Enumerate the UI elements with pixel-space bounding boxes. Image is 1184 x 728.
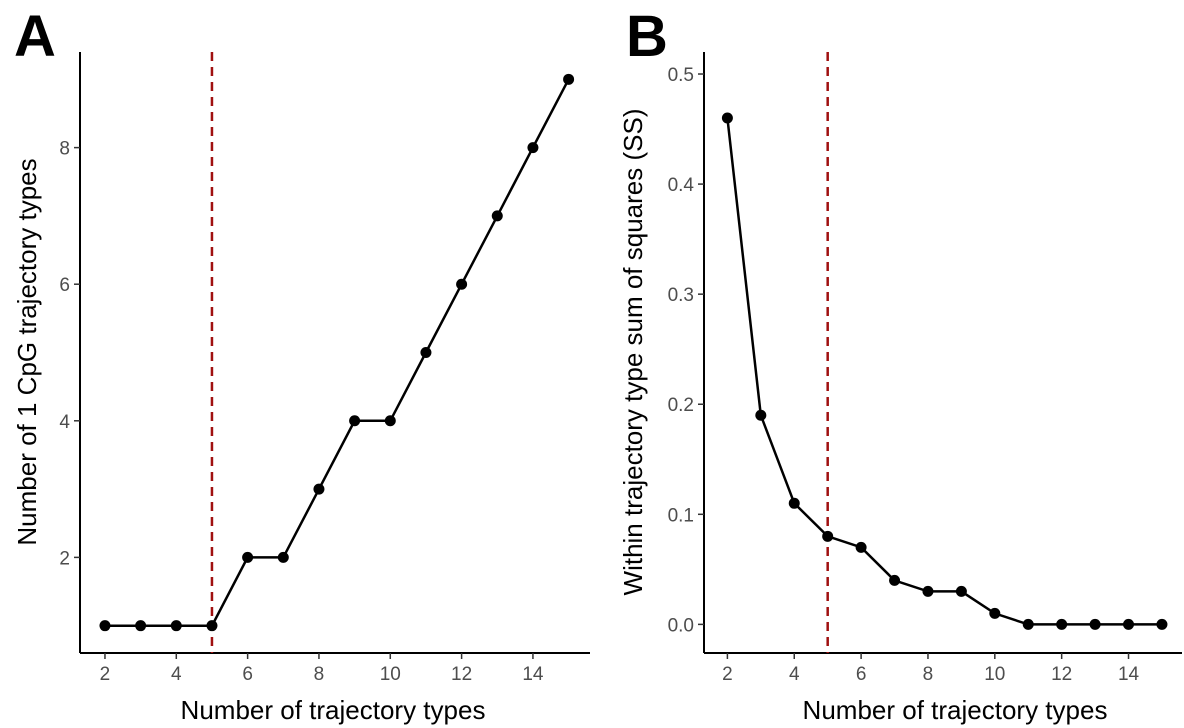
panel-a-data-point <box>206 620 218 632</box>
panel-b-y-tick-label: 0.5 <box>668 65 694 86</box>
panel-a-data-point <box>135 620 147 632</box>
panel-b-data-point <box>1056 618 1068 630</box>
panel-b-letter: B <box>626 4 668 69</box>
panel-b-series-line <box>726 117 1162 626</box>
panel-b-y-tick-label: 0.4 <box>668 175 695 196</box>
panel-a-y-tick-label: 6 <box>59 275 70 296</box>
panel-a-data-point <box>313 483 325 495</box>
panel-a-x-axis-title: Number of trajectory types <box>181 695 486 725</box>
panel-b-data-point <box>889 574 901 586</box>
panel-b-data-point <box>1123 618 1135 630</box>
panel-b-y-tick-label: 0.3 <box>668 285 694 306</box>
panel-a-data-point <box>349 415 361 427</box>
panel-b-x-tick-label: 10 <box>984 664 1005 685</box>
panel-b-y-tick-label: 0.0 <box>668 615 694 636</box>
panel-a-data-point <box>563 73 575 85</box>
panel-b-x-axis-title: Number of trajectory types <box>803 695 1108 725</box>
panel-b-data-point <box>989 607 1001 619</box>
panel-a-data-point <box>456 278 468 290</box>
panel-b-data-point <box>855 541 867 553</box>
panel-b-x-tick-label: 12 <box>1051 664 1072 685</box>
panel-a-x-tick-label: 6 <box>242 664 253 685</box>
panel-a-data-point <box>277 551 289 563</box>
panel-a-y-tick-label: 4 <box>59 412 70 433</box>
panel-b-x-tick-label: 4 <box>789 664 800 685</box>
panel-a-x-tick-label: 2 <box>100 664 111 685</box>
panel-a-y-tick-label: 2 <box>59 548 70 569</box>
panel-b-y-axis-title: Within trajectory type sum of squares (S… <box>618 109 648 596</box>
panel-b-x-tick-label: 8 <box>923 664 934 685</box>
panel-b-data-point <box>955 585 967 597</box>
panel-a-y-tick-label: 8 <box>59 139 70 160</box>
panel-b-data-point <box>822 530 834 542</box>
panel-b-y-tick-label: 0.2 <box>668 395 694 416</box>
panel-a-series-line <box>105 78 570 627</box>
panel-b-data-point <box>721 112 733 124</box>
panel-a-y-axis-title: Number of 1 CpG trajectory types <box>12 158 42 545</box>
panel-a: A Number of trajectory types Number of 1… <box>12 4 590 725</box>
panel-a-x-tick-label: 4 <box>171 664 182 685</box>
panel-a-x-tick-label: 14 <box>522 664 544 685</box>
panel-b-data-point <box>922 585 934 597</box>
panel-a-data-point <box>99 620 111 632</box>
panel-a-data-point <box>384 415 396 427</box>
panel-a-x-tick-label: 8 <box>314 664 325 685</box>
panel-b-data-point <box>1089 618 1101 630</box>
panel-a-data-point <box>420 347 432 358</box>
panel-a-data-point <box>242 551 254 563</box>
panel-a-x-tick-label: 12 <box>451 664 472 685</box>
panel-a-letter: A <box>14 4 56 69</box>
panel-b-y-tick-label: 0.1 <box>668 505 694 526</box>
panel-b-data-point <box>788 497 800 509</box>
panel-b-x-tick-label: 2 <box>722 664 733 685</box>
panel-b-x-tick-label: 14 <box>1118 664 1140 685</box>
panel-b-data-point <box>755 409 767 421</box>
panel-b-data-point <box>1156 618 1168 630</box>
panel-b-data-point <box>1022 618 1034 630</box>
panel-b: B Number of trajectory types Within traj… <box>618 4 1182 725</box>
panel-b-x-tick-label: 6 <box>856 664 867 685</box>
panel-a-x-tick-label: 10 <box>380 664 401 685</box>
panel-a-data-point <box>527 142 539 154</box>
panel-a-data-point <box>170 620 182 632</box>
panel-a-data-point <box>491 210 503 222</box>
